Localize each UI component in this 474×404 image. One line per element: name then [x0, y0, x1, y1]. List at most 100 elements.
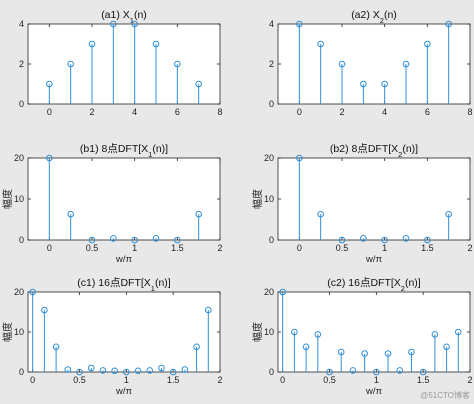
- x-tick-label: 1: [132, 243, 137, 253]
- stem-marker: [360, 80, 367, 88]
- axes-box: [277, 23, 471, 105]
- stem-marker: [152, 40, 160, 48]
- stem-marker: [193, 343, 200, 351]
- stem-marker: [384, 350, 392, 357]
- subplot-1: (a1) X1(n) 0 2 4 6 8 0 2 4: [19, 9, 223, 117]
- y-tick-label: 0: [19, 235, 24, 245]
- stem-marker: [337, 348, 345, 356]
- stem-marker: [52, 343, 60, 351]
- x-tick-label: 0: [47, 243, 52, 253]
- stem-marker: [349, 367, 357, 374]
- stem-marker: [396, 367, 404, 374]
- stem-marker: [338, 236, 346, 244]
- chart-title: (a1) X1(n): [101, 9, 147, 25]
- y-tick-label: 0: [269, 235, 274, 245]
- stem-marker: [443, 343, 450, 351]
- stem-marker: [158, 364, 165, 372]
- stem-marker: [123, 368, 130, 376]
- stem-marker: [431, 331, 439, 338]
- stem-marker: [67, 210, 74, 218]
- y-axis-label: 幅度: [1, 189, 14, 209]
- chart-title: (c2) 16点DFT[X2(n)]: [327, 277, 421, 293]
- y-tick-label: 20: [264, 153, 274, 163]
- x-axis-label: w/π: [115, 254, 133, 265]
- y-tick-label: 20: [14, 287, 24, 297]
- stem-marker: [373, 368, 380, 376]
- y-tick-label: 0: [269, 99, 274, 109]
- y-tick-label: 20: [14, 153, 24, 163]
- x-tick-label: 4: [132, 107, 137, 117]
- stem-marker: [454, 328, 462, 336]
- x-tick-label: 2: [467, 243, 472, 253]
- x-tick-label: 0.5: [336, 243, 349, 253]
- stem-marker: [195, 210, 202, 218]
- stem-marker: [302, 343, 310, 351]
- x-tick-label: 0: [297, 243, 302, 253]
- stem-marker: [317, 210, 324, 218]
- x-tick-label: 0.5: [73, 375, 86, 385]
- stem-marker: [195, 80, 202, 88]
- y-tick-label: 0: [269, 367, 274, 377]
- stem-marker: [29, 288, 36, 296]
- x-tick-label: 6: [175, 107, 180, 117]
- stem-marker: [76, 368, 83, 376]
- stem-marker: [445, 210, 452, 218]
- axes-box: [27, 291, 221, 373]
- axes-box: [277, 291, 471, 373]
- chart-title: (c1) 16点DFT[X1(n)]: [77, 277, 171, 293]
- stem-marker: [67, 60, 74, 68]
- y-tick-label: 10: [14, 327, 24, 337]
- stem-marker: [46, 154, 53, 162]
- stem-marker: [64, 366, 72, 373]
- y-axis-label: 幅度: [251, 322, 264, 342]
- x-tick-label: 0.5: [86, 243, 99, 253]
- y-tick-label: 4: [19, 19, 24, 29]
- x-tick-label: 1.5: [171, 243, 184, 253]
- watermark: @51CTO博客: [420, 390, 470, 400]
- y-tick-label: 10: [264, 194, 274, 204]
- x-tick-label: 0: [30, 375, 35, 385]
- stem-marker: [296, 20, 303, 28]
- stem-marker: [402, 60, 410, 68]
- stem-marker: [88, 40, 96, 48]
- y-axis-label: 幅度: [1, 322, 14, 342]
- axes-box: [27, 23, 221, 105]
- y-axis-label: 幅度: [251, 189, 264, 209]
- y-tick-label: 10: [264, 327, 274, 337]
- stem-marker: [314, 331, 322, 338]
- stem-marker: [181, 366, 189, 373]
- stem-marker: [326, 368, 333, 376]
- subplot-2: (a2) X2(n) 0 2 4 6 8 0 2 4: [269, 9, 473, 117]
- stem-marker: [361, 350, 368, 357]
- stem-marker: [338, 60, 346, 68]
- x-tick-label: 2: [217, 243, 222, 253]
- x-tick-label: 0: [47, 107, 52, 117]
- chart-title: (a2) X2(n): [351, 9, 397, 25]
- stem-marker: [87, 364, 95, 372]
- y-tick-label: 2: [19, 59, 24, 69]
- x-tick-label: 2: [217, 375, 222, 385]
- stem-marker: [110, 20, 117, 28]
- stem-marker: [279, 288, 286, 296]
- y-tick-label: 0: [19, 367, 24, 377]
- y-tick-label: 4: [269, 19, 274, 29]
- stem-marker: [46, 80, 53, 88]
- y-tick-label: 2: [269, 59, 274, 69]
- x-tick-label: 4: [382, 107, 387, 117]
- x-tick-label: 1: [382, 243, 387, 253]
- axes-box: [27, 157, 221, 241]
- x-tick-label: 1.5: [421, 243, 434, 253]
- stem-marker: [174, 60, 181, 68]
- x-tick-label: 8: [217, 107, 222, 117]
- stem-marker: [424, 40, 431, 48]
- x-tick-label: 2: [467, 375, 472, 385]
- stem-marker: [445, 20, 452, 28]
- stem-marker: [317, 40, 324, 48]
- stem-marker: [110, 235, 117, 242]
- stem-marker: [381, 80, 388, 88]
- stem-marker: [174, 236, 181, 244]
- x-tick-label: 2: [89, 107, 94, 117]
